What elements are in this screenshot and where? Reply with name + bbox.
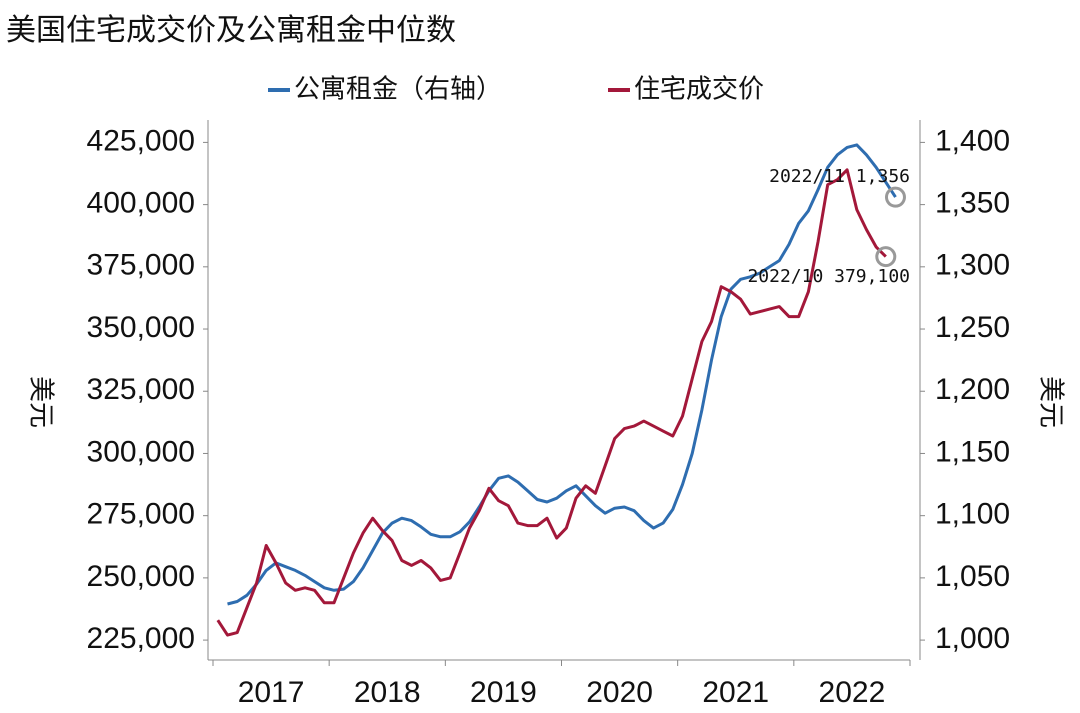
y-tick-label: 250,000	[87, 560, 195, 593]
annotation: 2022/10 379,100	[747, 266, 910, 287]
y2-axis-label: 美元	[1036, 376, 1066, 428]
y2-tick-label: 1,250	[935, 311, 1010, 344]
legend-label: 住宅成交价	[634, 75, 764, 105]
end-marker	[884, 186, 906, 208]
y2-tick-label: 1,200	[935, 373, 1010, 406]
x-tick-label: 2021	[702, 676, 769, 709]
y2-tick-label: 1,300	[935, 249, 1010, 282]
y-tick-label: 400,000	[87, 187, 195, 220]
legend-label: 公寓租金（右轴）	[294, 75, 502, 105]
x-tick-label: 2022	[819, 676, 886, 709]
end-marker	[875, 246, 897, 268]
y-tick-label: 275,000	[87, 498, 195, 531]
x-tick-label: 2020	[586, 676, 653, 709]
y2-tick-label: 1,150	[935, 435, 1010, 468]
x-tick-label: 2017	[238, 676, 305, 709]
y-tick-label: 425,000	[87, 124, 195, 157]
annotation: 2022/11 1,356	[769, 166, 910, 187]
x-tick-label: 2018	[354, 676, 421, 709]
y2-tick-label: 1,100	[935, 498, 1010, 531]
y2-tick-label: 1,350	[935, 187, 1010, 220]
y-tick-label: 350,000	[87, 311, 195, 344]
y2-tick-label: 1,050	[935, 560, 1010, 593]
y-tick-label: 300,000	[87, 435, 195, 468]
line-series	[216, 168, 887, 637]
x-tick-label: 2019	[470, 676, 537, 709]
y-tick-label: 225,000	[87, 622, 195, 655]
y-axis-label: 美元	[26, 376, 56, 428]
y2-tick-label: 1,000	[935, 622, 1010, 655]
y2-tick-label: 1,400	[935, 124, 1010, 157]
y-tick-label: 325,000	[87, 373, 195, 406]
chart-title: 美国住宅成交价及公寓租金中位数	[6, 13, 456, 48]
y-tick-label: 375,000	[87, 249, 195, 282]
